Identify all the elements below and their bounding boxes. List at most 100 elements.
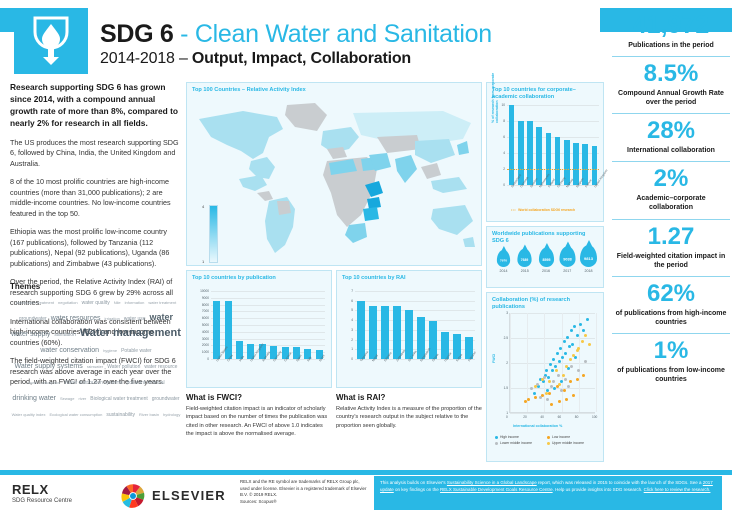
scatter-point (546, 398, 550, 402)
scatter-point (550, 369, 554, 373)
theme-word: hydrology (163, 412, 181, 417)
scatter-point (548, 391, 552, 395)
bar (441, 331, 449, 359)
x-tick-label: 80 (574, 415, 579, 419)
scatter-point (577, 369, 581, 373)
bar (554, 137, 561, 185)
gridline (578, 313, 580, 412)
stat-block: 1.27 Field-weighted citation impact in t… (612, 220, 730, 277)
scatter-point (573, 324, 576, 328)
gridline (211, 297, 325, 299)
rai-category-labels: Tanzania Nepal Ethiopia Zimbabwe Sri Lanka Ba… (355, 347, 477, 386)
scatter-point (565, 398, 569, 402)
scatter-point (548, 362, 552, 366)
theme-word: water (149, 312, 174, 322)
fwci-explainer-body: Field-weighted citation impact is an ind… (186, 406, 328, 438)
reference-line (507, 169, 599, 170)
page-header: SDG 6 - Clean Water and Sanitation 2014-… (0, 0, 732, 76)
droplet-chart: 7970 2014 7689 2015 8595 2016 9038 2017 … (495, 240, 597, 273)
scatter-point (577, 347, 581, 351)
y-tick-label: 10 (501, 103, 505, 107)
theme-word: reuse (27, 380, 38, 385)
y-tick-label: 4 (503, 151, 505, 155)
scatter-point (548, 380, 552, 384)
resource-centre-link[interactable]: RELX Sustainable Development Goals Resou… (440, 486, 553, 492)
scatter-y-axis-label: FWCI (492, 353, 496, 363)
stat-block: 1% of publications from low-income count… (612, 334, 730, 390)
2017-update-link[interactable]: 2017 update (380, 480, 713, 492)
elsevier-logo: ELSEVIER (152, 488, 226, 503)
bar (393, 305, 401, 359)
y-tick-label: 3000 (201, 336, 209, 341)
theme-word: Potable water (121, 348, 152, 354)
stat-value: 2% (653, 165, 689, 193)
scatter-point (562, 389, 566, 393)
world-map: 4 1 (191, 97, 479, 264)
scatter-point (567, 344, 571, 348)
y-tick-label: 0 (503, 183, 505, 187)
scatter-point (579, 322, 583, 326)
stat-block: 2% Academic–corporate collaboration (612, 162, 730, 220)
review-research-link[interactable]: Click here to review the research. (643, 486, 711, 492)
top10-rai-panel: Top 10 countries by RAI 0 1 2 3 4 5 6 7 Tanzani… (336, 270, 482, 388)
legend-label: Lower middle income (500, 441, 533, 445)
theme-word: water supply (11, 331, 51, 338)
footer-trademark-note: RELX and the RE symbol are trademarks of… (240, 479, 370, 505)
stat-value: 1% (653, 336, 689, 364)
scatter-point (560, 380, 564, 384)
stat-block: 62% of publications from high-income cou… (612, 277, 730, 334)
gridline (355, 300, 475, 302)
scatter-point (556, 373, 560, 377)
corp-panel-title: Top 10 countries for corporate–academic … (492, 87, 576, 100)
corp-legend: ••• World collaboration SDG6 research (511, 208, 575, 212)
y-tick-label: 5 (351, 308, 353, 313)
collaboration-scatter-panel: Collaboration (%) of research publicatio… (486, 292, 604, 462)
scatter-point (538, 395, 542, 399)
theme-word: hygiene (103, 348, 118, 353)
theme-word: Water distribution systems (64, 380, 123, 386)
scatter-point (527, 398, 531, 402)
theme-word: water resource (144, 364, 178, 370)
scatter-legend: High income Low income Lower middle inco… (495, 435, 599, 445)
scatter-point (572, 353, 576, 357)
footer-analysis-note: This analysis builds on Elsevier's Susta… (374, 476, 722, 510)
gridline (507, 121, 599, 122)
gridline (355, 320, 475, 322)
gridline (510, 313, 511, 412)
scatter-point (536, 384, 540, 388)
scatter-point (573, 355, 577, 359)
theme-word: rainwater (86, 364, 104, 369)
scatter-point (541, 378, 545, 382)
droplet-value: 8595 (542, 257, 550, 262)
bar (573, 142, 579, 185)
gridline (211, 352, 325, 354)
x-tick-label: 0 (506, 415, 508, 419)
stat-label: of publications from high-income countri… (615, 309, 727, 326)
y-tick-label: 6 (351, 298, 353, 303)
legend-color-swatch (495, 435, 498, 439)
scatter-point (561, 373, 565, 377)
legend-label: Low income (552, 435, 571, 439)
y-tick-label: 5000 (201, 323, 209, 327)
legend-color-swatch (495, 441, 498, 445)
page-title: SDG 6 - Clean Water and Sanitation (100, 20, 492, 49)
y-tick-label: 2 (351, 337, 353, 342)
y-tick-label: 7000 (201, 309, 209, 314)
subtitle-text: Output, Impact, Collaboration (191, 50, 411, 67)
scatter-point (568, 380, 572, 384)
trademark-text: RELX and the RE symbol are trademarks of… (240, 479, 367, 498)
scatter-point (575, 378, 579, 382)
theme-word: Biological water treatment (90, 396, 148, 402)
bar (465, 336, 473, 359)
themes-heading: Themes (10, 282, 41, 291)
bar (304, 349, 312, 359)
scatter-point (557, 360, 561, 364)
y-tick-label: 8000 (201, 302, 209, 307)
bar (369, 305, 377, 359)
stat-value: 28% (646, 117, 696, 145)
bar (357, 300, 365, 359)
scatter-point (539, 378, 543, 382)
sustainability-report-link[interactable]: Sustainability Science in a Global Lands… (446, 480, 537, 485)
body-paragraph: International collaboration was consiste… (10, 316, 171, 347)
bar (270, 346, 278, 359)
